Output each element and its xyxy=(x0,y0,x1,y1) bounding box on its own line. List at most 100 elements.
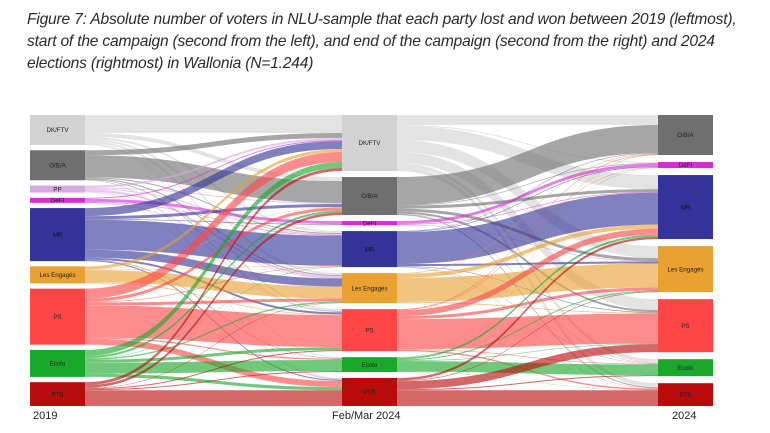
node-label-d-fi: DéFI xyxy=(363,220,377,227)
flow-les-engag-s-to-dk-ftv xyxy=(85,149,342,270)
flow-les-engag-s-to-o-b-a xyxy=(85,207,342,270)
flow-d-fi-to-dk-ftv xyxy=(85,140,342,199)
node-label-o-b-a: O/B/A xyxy=(677,132,694,139)
node-feb-mar-2024-ptb xyxy=(342,378,397,406)
flow-ecolo-to-o-b-a xyxy=(85,210,342,358)
node-label-ps: PS xyxy=(365,327,373,334)
flow-ecolo-to-mr xyxy=(397,234,658,360)
flow-dk-ftv-to-les-engag-s xyxy=(85,139,342,276)
flow-ps-to-ps xyxy=(85,305,342,348)
node-2019-mr xyxy=(30,208,85,262)
flow-ptb-to-mr xyxy=(397,236,658,381)
figure-caption: Figure 7: Absolute number of voters in N… xyxy=(27,11,737,72)
flow-ptb-to-ecolo xyxy=(85,370,342,391)
flow-mr-to-o-b-a xyxy=(85,204,342,220)
flow-ps-to-les-engag-s xyxy=(397,287,658,320)
flow-les-engag-s-to-mr xyxy=(85,265,342,271)
node-label-dk-ftv: DK/FTV xyxy=(46,127,69,134)
node-2019-ps xyxy=(30,288,85,345)
flow-ptb-to-ps xyxy=(85,350,342,390)
flow-ptb-to-o-b-a xyxy=(85,212,342,388)
node-label-d-fi: DéFI xyxy=(679,162,693,169)
node-label-ecolo: Ecolo xyxy=(50,361,66,368)
node-2024-o-b-a xyxy=(658,115,713,155)
flow-ptb-to-ecolo xyxy=(397,375,658,391)
node-2019-dk-ftv xyxy=(30,115,85,145)
flow-ptb-to-les-engag-s xyxy=(85,302,342,389)
flow-les-engag-s-to-mr xyxy=(397,224,658,278)
node-label-ptb: PTB xyxy=(679,392,691,399)
flow-o-b-a-to-dk-ftv xyxy=(85,133,342,156)
node-feb-mar-2024-o-b-a xyxy=(342,177,397,216)
flow-les-engag-s-to-les-engag-s xyxy=(397,263,658,302)
node-label-pp: PP xyxy=(53,186,61,193)
flow-ecolo-to-les-engag-s xyxy=(397,290,658,361)
flow-ps-to-o-b-a xyxy=(85,207,342,302)
flow-ecolo-to-ps xyxy=(85,347,342,363)
node-2024-d-fi xyxy=(658,162,713,169)
flow-ecolo-to-ptb xyxy=(85,373,342,391)
flow-dk-ftv-to-d-fi xyxy=(397,125,658,164)
flow-ps-to-ecolo xyxy=(397,349,658,365)
node-feb-mar-2024-ps xyxy=(342,309,397,352)
flow-les-engag-s-to-ps xyxy=(85,282,342,316)
node-label-mr: MR xyxy=(53,232,63,239)
flow-mr-to-o-b-a xyxy=(397,153,658,232)
flow-ps-to-d-fi xyxy=(397,167,658,311)
flow-ptb-to-ps xyxy=(397,344,658,390)
node-label-dk-ftv: DK/FTV xyxy=(358,140,381,147)
node-feb-mar-2024-d-fi xyxy=(342,221,397,226)
node-2019-ecolo xyxy=(30,349,85,377)
flow-dk-ftv-to-o-b-a xyxy=(397,115,658,125)
flow-o-b-a-to-o-b-a xyxy=(397,125,658,206)
node-2019-les-engag-s xyxy=(30,266,85,284)
flow-dk-ftv-to-dk-ftv xyxy=(85,115,342,133)
node-label-d-fi: DéFI xyxy=(51,198,65,205)
flow-dk-ftv-to-o-b-a xyxy=(85,133,342,182)
flow-pp-to-dk-ftv xyxy=(85,138,342,188)
flow-ecolo-to-mr xyxy=(85,266,342,359)
column-label-feb-mar-2024: Feb/Mar 2024 xyxy=(332,410,401,422)
flow-ecolo-to-d-fi xyxy=(85,224,342,359)
node-2019-o-b-a xyxy=(30,150,85,181)
flow-ps-to-dk-ftv xyxy=(85,152,342,299)
flow-mr-to-ecolo xyxy=(85,259,342,359)
flow-ecolo-to-o-b-a xyxy=(397,154,658,358)
flow-les-engag-s-to-d-fi xyxy=(397,167,658,274)
flow-ptb-to-les-engag-s xyxy=(397,291,658,382)
node-label-les-engag-s: Les Engagés xyxy=(39,272,75,279)
nodes-layer: DK/FTV O/B/A PP DéFI MR Les Engagés PS Ecolo PTB… xyxy=(30,115,713,406)
node-label-ps: PS xyxy=(681,323,689,330)
node-2024-les-engag-s xyxy=(658,246,713,293)
flow-ecolo-to-ecolo xyxy=(85,359,342,374)
node-label-ptb: PTB xyxy=(51,391,63,398)
node-label-mr: MR xyxy=(365,246,375,253)
flow-d-fi-to-mr xyxy=(85,201,342,236)
node-2024-ptb xyxy=(658,383,713,406)
node-label-ecolo: Ecolo xyxy=(678,365,694,372)
flow-ptb-to-ptb xyxy=(397,390,658,406)
flow-mr-to-mr xyxy=(397,192,658,265)
flow-o-b-a-to-d-fi xyxy=(397,163,658,206)
flow-mr-to-ecolo xyxy=(397,266,658,364)
flow-pp-to-o-b-a xyxy=(85,187,342,205)
flow-d-fi-to-mr xyxy=(397,192,658,225)
flow-les-engag-s-to-o-b-a xyxy=(397,153,658,274)
flow-ecolo-to-d-fi xyxy=(397,167,658,358)
flow-ptb-to-o-b-a xyxy=(397,154,658,379)
node-feb-mar-2024-mr xyxy=(342,231,397,268)
flow-ps-to-mr xyxy=(397,228,658,317)
column-label-2019: 2019 xyxy=(33,410,58,422)
node-label-ps: PS xyxy=(53,314,61,321)
flow-ptb-to-dk-ftv xyxy=(85,168,342,386)
flow-mr-to-dk-ftv xyxy=(85,141,342,217)
flow-ps-to-ps xyxy=(397,313,658,350)
node-2024-ps xyxy=(658,299,713,353)
node-feb-mar-2024-ecolo xyxy=(342,357,397,372)
flow-o-b-a-to-ptb xyxy=(397,214,658,389)
flow-ps-to-d-fi xyxy=(85,224,342,302)
node-2019-ptb xyxy=(30,382,85,406)
node-2019-d-fi xyxy=(30,197,85,203)
flow-o-b-a-to-mr xyxy=(397,189,658,209)
